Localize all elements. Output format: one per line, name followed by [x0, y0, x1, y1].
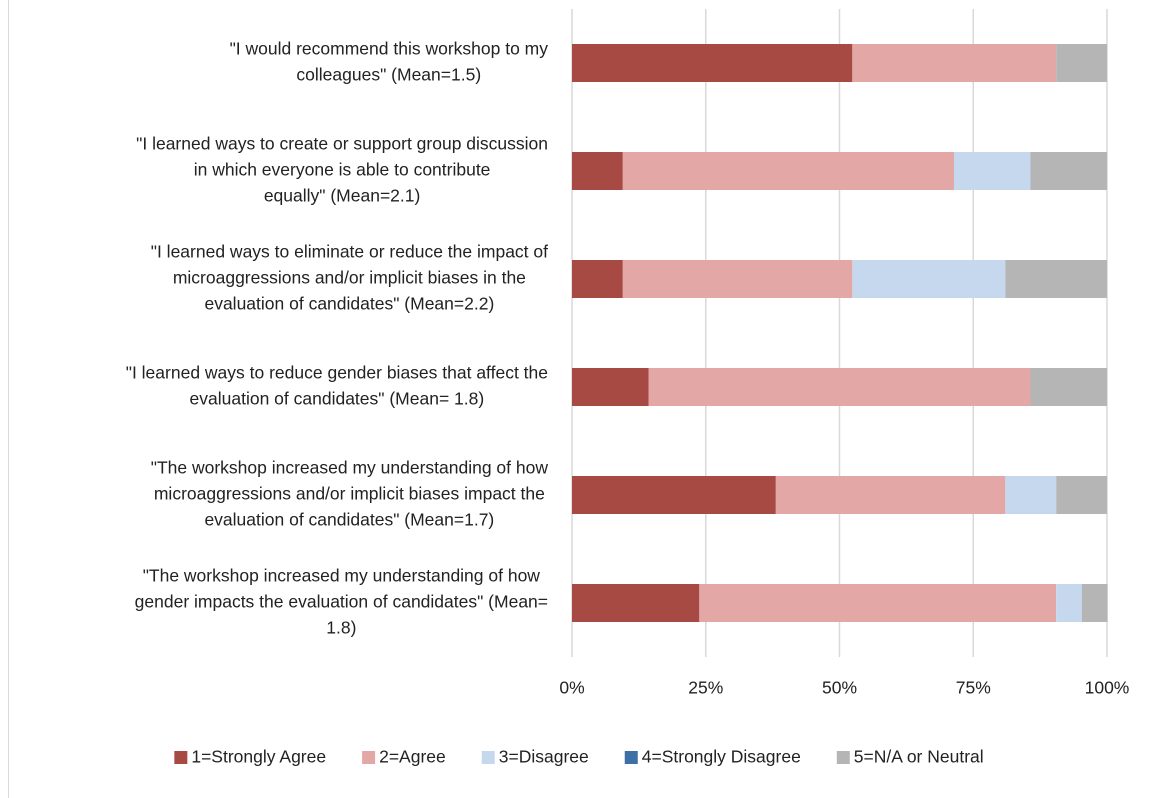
legend-swatch	[624, 751, 638, 764]
bar-segment	[572, 260, 623, 298]
x-tick-label: 75%	[956, 678, 991, 698]
bar-segment	[852, 260, 1006, 298]
bar-segment	[572, 44, 853, 82]
bar-segment	[572, 368, 649, 406]
category-label: evaluation of candidates" (Mean= 1.8)	[190, 389, 485, 409]
category-label: "The workshop increased my understanding…	[143, 566, 541, 586]
category-label: "The workshop increased my understanding…	[151, 458, 549, 478]
category-label: "I learned ways to eliminate or reduce t…	[151, 242, 548, 262]
legend-label: 5=N/A or Neutral	[854, 747, 984, 767]
category-label: "I would recommend this workshop to my	[230, 39, 549, 59]
bar-segment	[775, 476, 1006, 514]
category-label: evaluation of candidates" (Mean=2.2)	[204, 294, 494, 314]
category-label: microaggressions and/or implicit biases …	[154, 484, 545, 504]
bar-segment	[1081, 584, 1108, 622]
legend-label: 3=Disagree	[499, 747, 589, 767]
legend-swatch	[481, 751, 495, 764]
category-label: "I learned ways to reduce gender biases …	[126, 363, 548, 383]
bar-segment	[572, 584, 700, 622]
category-label: in which everyone is able to contribute	[194, 160, 491, 180]
x-tick-label: 25%	[688, 678, 723, 698]
bar-segment	[1005, 260, 1107, 298]
bar-segment	[699, 584, 1057, 622]
legend-label: 2=Agree	[379, 747, 446, 767]
bar-segment	[852, 44, 1057, 82]
legend-swatch	[836, 751, 850, 764]
bar-segment	[1030, 368, 1107, 406]
bar-segment	[572, 476, 776, 514]
category-label: gender impacts the evaluation of candida…	[135, 592, 548, 612]
bar-segment	[953, 152, 1031, 190]
bar-segment	[1056, 476, 1107, 514]
x-tick-label: 50%	[822, 678, 857, 698]
category-label: evaluation of candidates" (Mean=1.7)	[204, 510, 494, 530]
bar-segment	[572, 152, 623, 190]
bar-segment	[622, 152, 954, 190]
legend-label: 1=Strongly Agree	[191, 747, 326, 767]
category-label: microaggressions and/or implicit biases …	[173, 268, 526, 288]
bar-segment	[622, 260, 853, 298]
bar-segment	[1005, 476, 1057, 514]
x-tick-label: 0%	[559, 678, 584, 698]
category-label: equally" (Mean=2.1)	[264, 186, 421, 206]
x-tick-label: 100%	[1085, 678, 1130, 698]
category-label: colleagues" (Mean=1.5)	[296, 65, 481, 85]
bar-segment	[648, 368, 1031, 406]
legend-swatch	[362, 751, 376, 764]
category-label: 1.8)	[326, 618, 356, 638]
bar-segment	[1056, 584, 1082, 622]
bar-segment	[1056, 44, 1107, 82]
legend-swatch	[174, 751, 188, 764]
bar-segment	[1030, 152, 1107, 190]
legend-label: 4=Strongly Disagree	[642, 747, 801, 767]
category-label: "I learned ways to create or support gro…	[136, 134, 548, 154]
